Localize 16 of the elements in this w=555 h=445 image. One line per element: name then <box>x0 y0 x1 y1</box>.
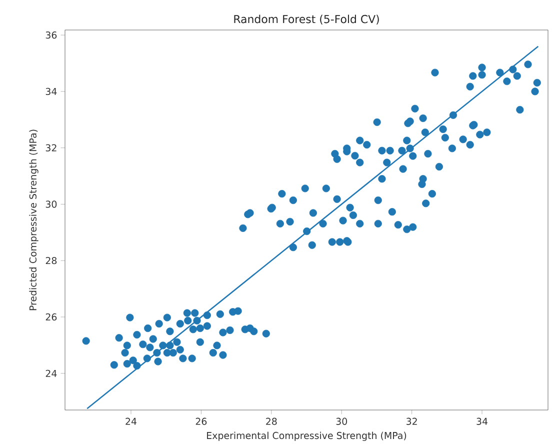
x-tick-label: 32 <box>406 418 417 425</box>
y-axis-title: Predicted Compressive Strength (MPa) <box>29 130 38 310</box>
y-tick-label: 24 <box>46 370 57 377</box>
x-tick-label: 24 <box>126 418 136 425</box>
x-tick-label: 28 <box>266 418 277 425</box>
x-tick-label: 26 <box>196 418 207 425</box>
y-tick-label: 28 <box>46 257 57 264</box>
chart-title: Random Forest (5-Fold CV) <box>234 14 379 24</box>
x-tick-label: 30 <box>336 418 347 425</box>
y-tick-label: 36 <box>46 31 57 39</box>
y-tick-label: 32 <box>46 144 56 152</box>
x-axis-title: Experimental Compressive Strength (MPa) <box>207 432 406 441</box>
x-tick-label: 34 <box>476 418 488 425</box>
y-tick-label: 34 <box>46 88 57 96</box>
y-tick-label: 30 <box>46 200 57 208</box>
y-tick-label: 26 <box>46 313 57 321</box>
